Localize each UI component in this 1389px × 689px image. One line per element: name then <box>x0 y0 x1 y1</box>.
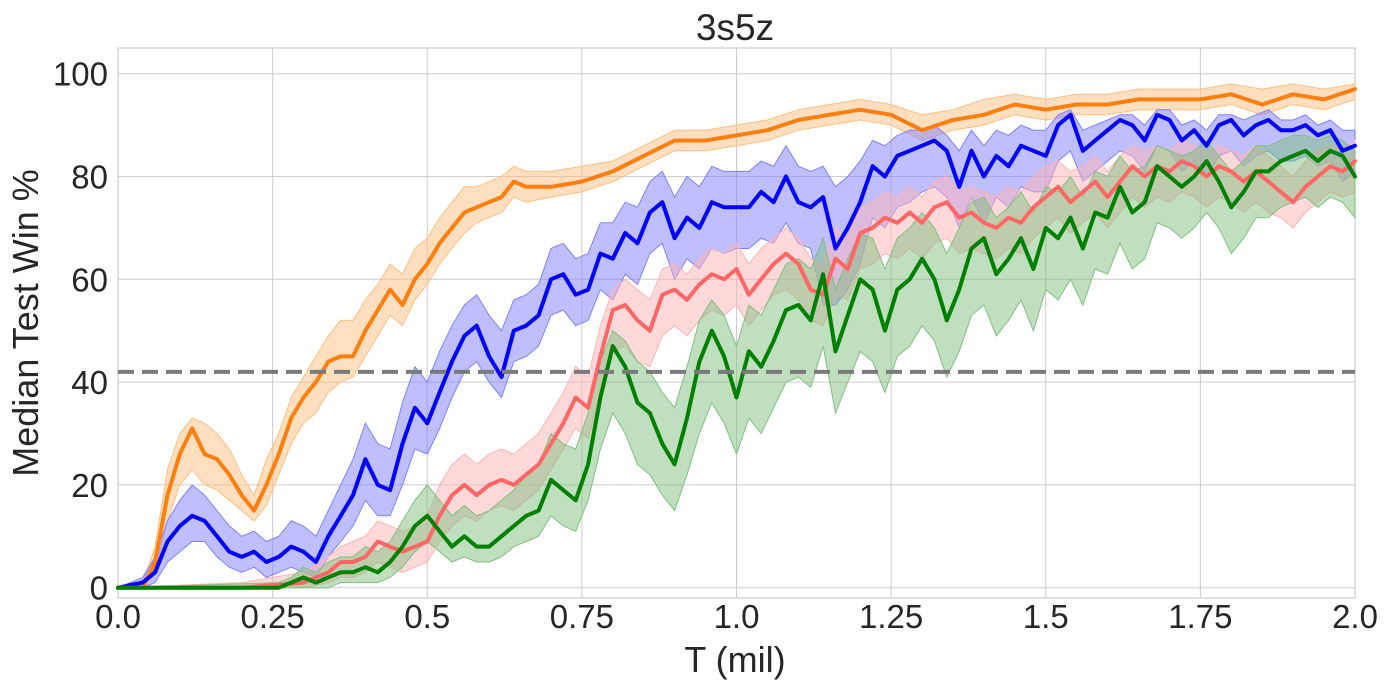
series-0-band <box>117 83 1356 589</box>
chart-title: 3s5z <box>696 7 774 48</box>
x-tick-labels: 0.0 0.25 0.5 0.75 1.0 1.25 1.5 1.75 2.0 <box>95 598 1378 635</box>
plot-frame <box>117 47 1356 599</box>
y-tick-label: 40 <box>71 364 108 401</box>
x-axis-title: T (mil) <box>684 639 785 680</box>
series-1-line <box>116 112 1357 590</box>
x-tick-label: 2.0 <box>1332 598 1378 635</box>
series-0-line <box>116 87 1357 590</box>
y-axis-title: Median Test Win % <box>5 169 46 476</box>
series-lines <box>116 87 1357 590</box>
x-tick-label: 1.25 <box>859 598 923 635</box>
x-tick-label: 0.0 <box>95 598 141 635</box>
y-tick-labels: 0 20 40 60 80 100 <box>53 56 108 607</box>
y-tick-label: 80 <box>71 159 108 196</box>
y-tick-label: 100 <box>53 56 108 93</box>
x-tick-label: 0.25 <box>241 598 305 635</box>
x-tick-label: 1.5 <box>1023 598 1069 635</box>
x-tick-label: 1.0 <box>714 598 760 635</box>
x-tick-label: 0.5 <box>404 598 450 635</box>
series-3-line <box>116 148 1357 590</box>
x-tick-label: 1.75 <box>1168 598 1232 635</box>
y-tick-label: 20 <box>71 467 108 504</box>
x-tick-label: 0.75 <box>550 598 614 635</box>
y-tick-label: 60 <box>71 261 108 298</box>
series-3-band <box>117 134 1356 589</box>
series-2-line <box>116 159 1357 590</box>
y-tick-label: 0 <box>90 570 108 607</box>
